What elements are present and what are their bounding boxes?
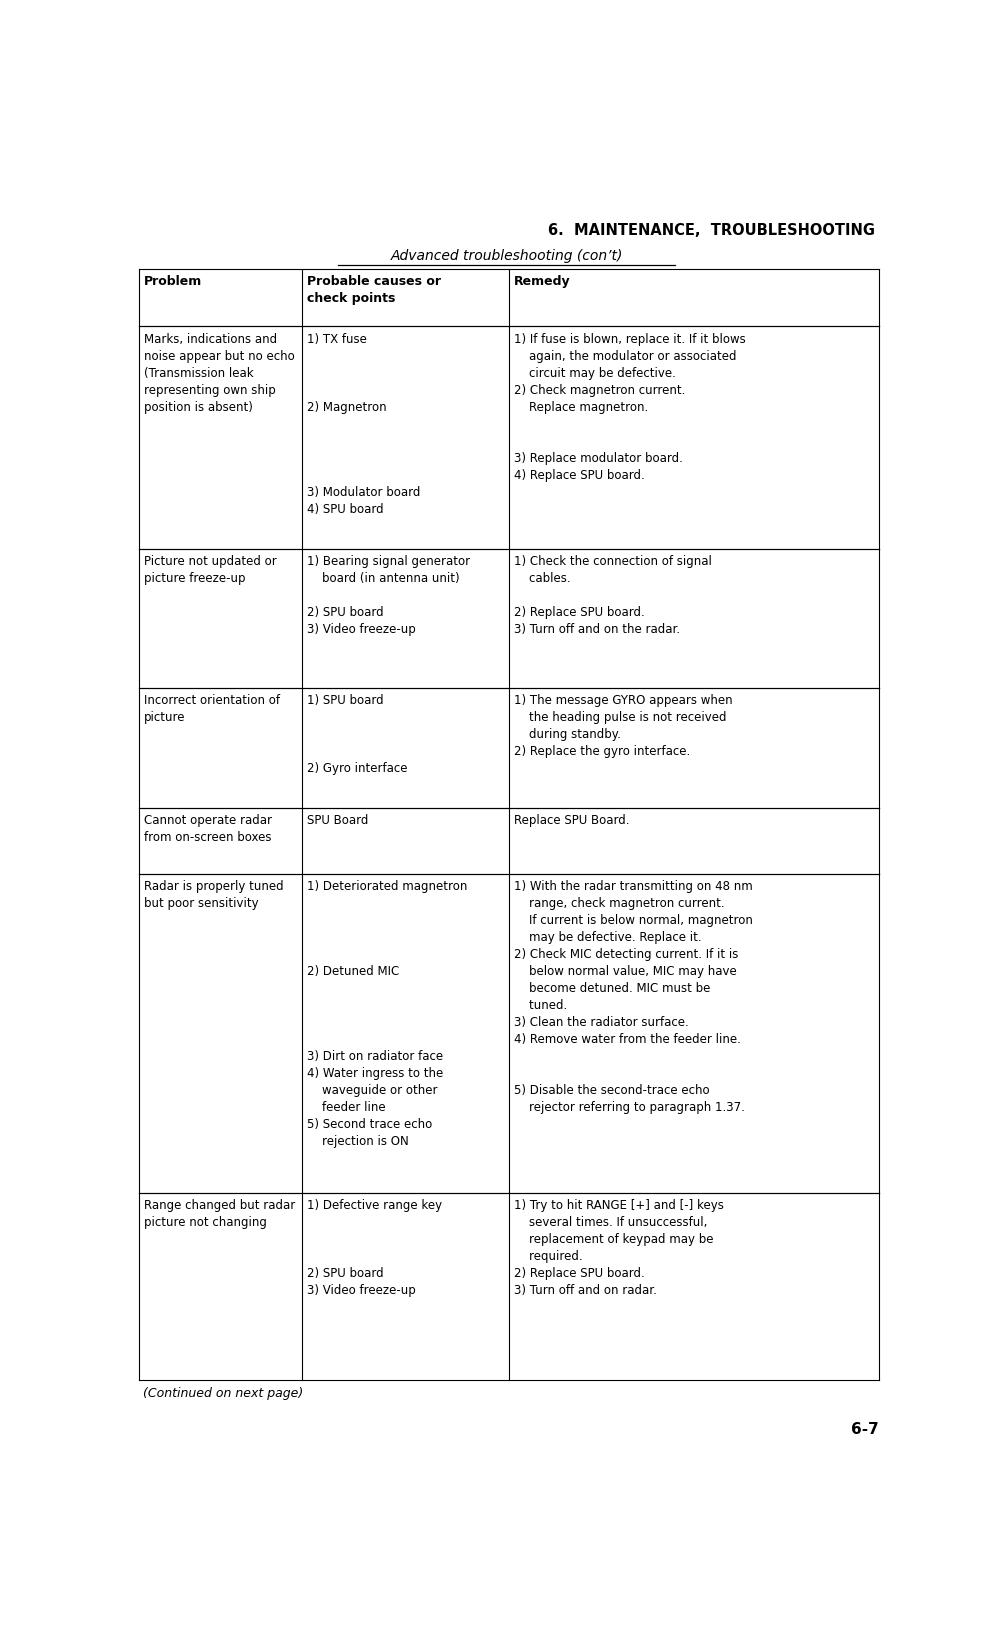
Text: Problem: Problem: [144, 276, 203, 287]
Text: Marks, indications and
noise appear but no echo
(Transmission leak
representing : Marks, indications and noise appear but …: [144, 333, 295, 415]
Text: Range changed but radar
picture not changing: Range changed but radar picture not chan…: [144, 1200, 296, 1229]
Text: Picture not updated or
picture freeze-up: Picture not updated or picture freeze-up: [144, 555, 277, 586]
Text: 1) With the radar transmitting on 48 nm
    range, check magnetron current.
    : 1) With the radar transmitting on 48 nm …: [514, 880, 753, 1115]
Text: 1) SPU board



2) Gyro interface: 1) SPU board 2) Gyro interface: [307, 694, 407, 775]
Text: 1) TX fuse



2) Magnetron




3) Modulator board
4) SPU board: 1) TX fuse 2) Magnetron 3) Modulator boa…: [307, 333, 420, 516]
Text: 6-7: 6-7: [851, 1423, 878, 1438]
Text: 6.  MAINTENANCE,  TROUBLESHOOTING: 6. MAINTENANCE, TROUBLESHOOTING: [548, 224, 874, 238]
Text: 1) Bearing signal generator
    board (in antenna unit)

2) SPU board
3) Video f: 1) Bearing signal generator board (in an…: [307, 555, 470, 636]
Text: 1) Defective range key



2) SPU board
3) Video freeze-up: 1) Defective range key 2) SPU board 3) V…: [307, 1200, 442, 1297]
Text: (Continued on next page): (Continued on next page): [142, 1387, 303, 1400]
Text: Remedy: Remedy: [514, 276, 571, 287]
Text: 1) Deteriorated magnetron




2) Detuned MIC




3) Dirt on radiator face
4) Wat: 1) Deteriorated magnetron 2) Detuned MIC…: [307, 880, 468, 1149]
Text: Incorrect orientation of
picture: Incorrect orientation of picture: [144, 694, 280, 725]
Text: Cannot operate radar
from on-screen boxes: Cannot operate radar from on-screen boxe…: [144, 814, 272, 844]
Text: 1) Try to hit RANGE [+] and [-] keys
    several times. If unsuccessful,
    rep: 1) Try to hit RANGE [+] and [-] keys sev…: [514, 1200, 724, 1297]
Text: Radar is properly tuned
but poor sensitivity: Radar is properly tuned but poor sensiti…: [144, 880, 284, 911]
Text: Advanced troubleshooting (con’t): Advanced troubleshooting (con’t): [391, 248, 623, 263]
Text: 1) Check the connection of signal
    cables.

2) Replace SPU board.
3) Turn off: 1) Check the connection of signal cables…: [514, 555, 712, 636]
Text: 1) If fuse is blown, replace it. If it blows
    again, the modulator or associa: 1) If fuse is blown, replace it. If it b…: [514, 333, 746, 481]
Text: Probable causes or
check points: Probable causes or check points: [307, 276, 441, 305]
Text: Replace SPU Board.: Replace SPU Board.: [514, 814, 630, 827]
Text: SPU Board: SPU Board: [307, 814, 369, 827]
Text: 1) The message GYRO appears when
    the heading pulse is not received
    durin: 1) The message GYRO appears when the hea…: [514, 694, 733, 757]
